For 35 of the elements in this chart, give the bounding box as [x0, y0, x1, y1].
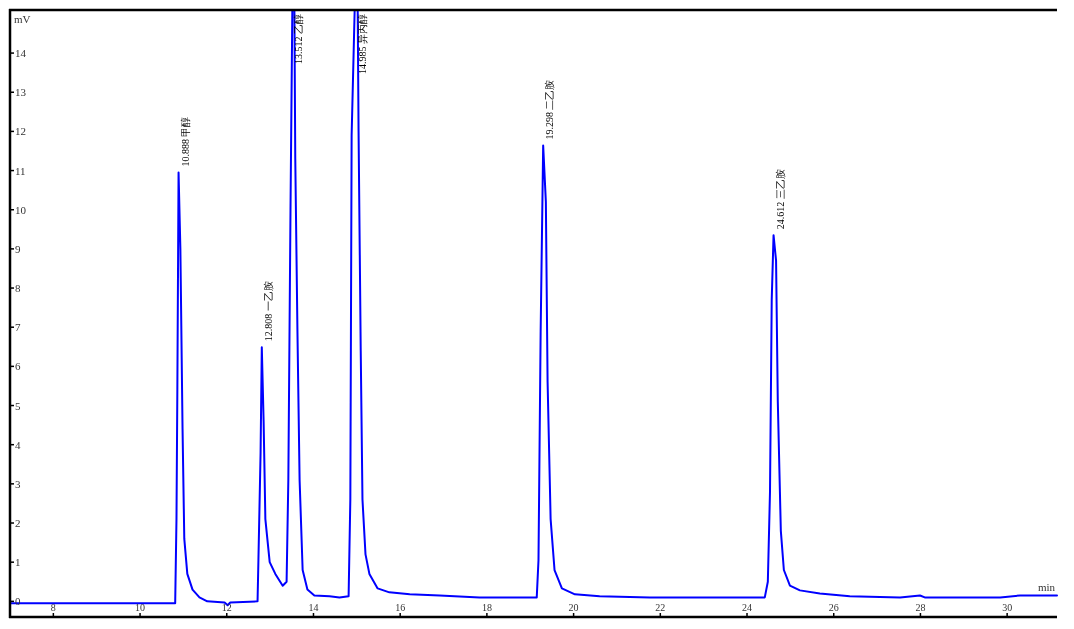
y-tick-label: 8 [15, 282, 21, 295]
annotation: 24.612 三乙胺 [774, 169, 786, 230]
x-tick-label: 30 [1002, 602, 1013, 613]
x-tick-label: 8 [50, 602, 56, 613]
annotation: 19.298 二乙胺 [544, 79, 556, 140]
x-axis-title: min [1037, 581, 1056, 593]
x-tick-label: 12 [221, 602, 232, 613]
y-tick-label: 12 [15, 125, 26, 138]
y-tick-label: 5 [15, 399, 21, 412]
x-tick-label: 14 [308, 602, 319, 613]
y-tick-label: 11 [15, 164, 26, 177]
x-tick-label: 18 [481, 602, 492, 613]
y-tick-label: 9 [15, 242, 21, 255]
y-tick-label: 2 [15, 517, 21, 530]
annotation: 12.808 一乙胺 [262, 281, 274, 342]
y-axis-title: mV [14, 13, 31, 25]
x-tick-label: 28 [915, 602, 926, 613]
x-tick-label: 26 [828, 602, 839, 613]
y-tick-label: 3 [15, 477, 21, 490]
x-tick-label: 22 [655, 602, 666, 613]
y-tick-label: 13 [15, 86, 27, 99]
y-tick-label: 10 [15, 203, 27, 216]
annotation: 13.512 乙醇 [293, 14, 305, 64]
x-tick-label: 10 [135, 602, 146, 613]
annotation: 14.985 异丙醇 [357, 14, 369, 74]
y-tick-label: 0 [15, 595, 21, 608]
y-tick-label: 7 [15, 321, 21, 334]
annotation: 10.888 甲醇 [179, 116, 191, 167]
y-tick-label: 1 [15, 556, 21, 569]
y-tick-label: 4 [15, 438, 21, 451]
x-tick-label: 20 [568, 602, 579, 613]
y-tick-label: 6 [15, 360, 21, 373]
y-tick-label: 14 [15, 47, 27, 60]
x-tick-label: 16 [395, 602, 406, 613]
x-tick-label: 24 [742, 602, 753, 613]
